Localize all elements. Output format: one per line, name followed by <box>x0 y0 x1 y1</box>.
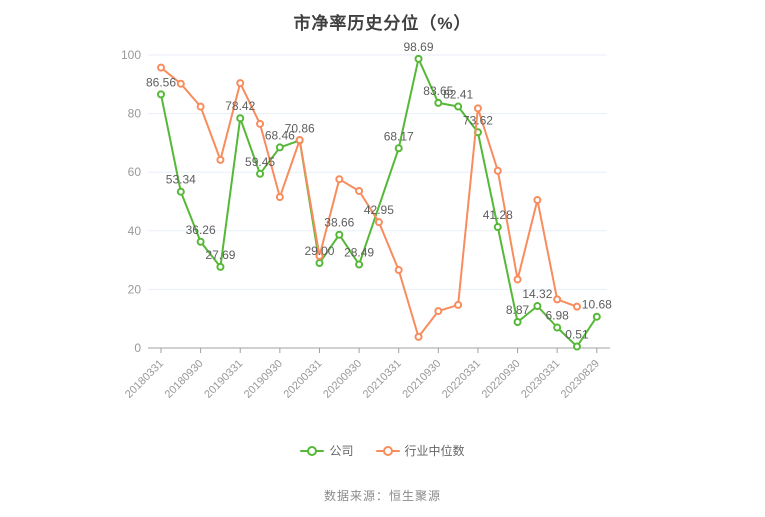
data-point-label: 98.69 <box>404 40 434 54</box>
x-axis-tick-label: 20230829 <box>559 358 602 401</box>
data-point-marker <box>196 102 205 111</box>
data-point-marker <box>196 237 205 246</box>
y-axis-tick-label: 0 <box>134 341 141 355</box>
legend-label: 公司 <box>329 444 354 458</box>
data-point-marker <box>434 98 443 107</box>
data-point-label: 14.32 <box>522 287 552 301</box>
data-point-label: 29.00 <box>304 244 334 258</box>
data-point-label: 36.26 <box>186 223 216 237</box>
data-point-marker <box>553 323 562 332</box>
data-point-label: 27.69 <box>205 248 235 262</box>
data-point-label: 28.49 <box>344 246 374 260</box>
data-point-label: 78.42 <box>225 99 255 113</box>
data-point-label: 53.34 <box>166 173 196 187</box>
data-point-label: 38.66 <box>324 216 354 230</box>
data-point-marker <box>176 79 185 88</box>
data-point-marker <box>572 342 581 351</box>
data-point-marker <box>513 275 522 284</box>
data-point-label: 41.28 <box>483 208 513 222</box>
series-line-company <box>160 57 598 348</box>
data-point-marker <box>216 155 225 164</box>
data-point-marker <box>513 318 522 327</box>
data-point-marker <box>454 102 463 111</box>
data-point-marker <box>394 144 403 153</box>
y-axis-tick-label: 60 <box>128 165 142 179</box>
x-axis-tick-label: 20190930 <box>242 358 285 401</box>
series-line-industry-median <box>160 66 578 338</box>
data-point-label: 82.41 <box>443 88 473 102</box>
legend-item-industry-median[interactable]: 行业中位数 <box>375 442 465 459</box>
data-point-marker <box>335 230 344 239</box>
data-point-marker <box>157 63 165 72</box>
data-point-marker <box>295 135 304 144</box>
data-point-label: 42.95 <box>364 203 394 217</box>
data-point-label: 0.51 <box>565 328 589 342</box>
data-point-marker <box>414 54 423 63</box>
data-source-text: 数据来源：恒生聚源 <box>323 489 441 503</box>
x-axis-tick-label: 20200331 <box>281 358 324 401</box>
legend-item-company[interactable]: 公司 <box>300 442 354 459</box>
x-axis-tick-label: 20200930 <box>321 358 364 401</box>
data-point-marker <box>216 262 225 271</box>
data-point-label: 6.98 <box>546 309 570 323</box>
data-point-label: 8.87 <box>506 303 530 317</box>
x-axis-tick-label: 20220930 <box>480 358 523 401</box>
chart-title: 市净率历史分位（%） <box>293 14 472 33</box>
data-point-marker <box>315 259 324 268</box>
data-point-marker <box>236 114 245 123</box>
x-axis-tick-label: 20180930 <box>163 358 206 401</box>
data-point-marker <box>275 193 284 202</box>
chart-legend: 公司 行业中位数 <box>0 442 765 459</box>
data-point-marker <box>414 332 423 341</box>
data-point-label: 83.65 <box>423 84 453 98</box>
data-point-marker <box>157 90 165 99</box>
data-point-marker <box>572 302 581 311</box>
data-point-marker <box>553 295 562 304</box>
data-point-marker <box>374 218 383 227</box>
data-point-marker <box>493 166 502 175</box>
legend-label: 行业中位数 <box>404 444 465 458</box>
data-point-marker <box>533 196 542 205</box>
data-point-label: 68.17 <box>384 129 414 143</box>
y-axis-tick-label: 40 <box>128 224 142 238</box>
data-point-marker <box>355 260 364 269</box>
y-axis-tick-label: 20 <box>128 282 142 296</box>
data-point-marker <box>473 104 482 113</box>
data-point-marker <box>394 266 403 275</box>
legend-line-circle-icon <box>300 445 325 456</box>
data-point-marker <box>256 119 265 128</box>
y-axis-tick-label: 80 <box>128 107 142 121</box>
data-point-label: 73.62 <box>463 113 493 127</box>
data-point-marker <box>454 300 463 309</box>
x-axis-tick-label: 20210331 <box>361 358 404 401</box>
data-point-marker <box>355 186 364 195</box>
data-point-label: 70.86 <box>285 121 315 135</box>
data-point-label: 59.45 <box>245 155 275 169</box>
data-point-label: 68.46 <box>265 128 295 142</box>
data-point-label: 10.68 <box>582 298 612 312</box>
data-point-marker <box>275 143 284 152</box>
data-point-marker <box>256 169 265 178</box>
data-point-marker <box>493 223 502 232</box>
data-point-marker <box>592 312 601 321</box>
data-point-label: 86.56 <box>146 75 176 89</box>
data-point-marker <box>315 251 324 260</box>
x-axis-tick-label: 20230331 <box>519 358 562 401</box>
x-axis-tick-label: 20210930 <box>400 358 443 401</box>
data-point-marker <box>434 307 443 316</box>
data-point-marker <box>236 79 245 88</box>
data-point-marker <box>533 302 542 311</box>
data-point-marker <box>335 175 344 184</box>
legend-line-circle-icon <box>375 445 400 456</box>
x-axis-tick-label: 20220331 <box>440 358 483 401</box>
y-axis-tick-label: 100 <box>121 48 141 62</box>
data-point-marker <box>176 187 185 196</box>
x-axis-tick-label: 20190331 <box>202 358 245 401</box>
x-axis-tick-label: 20180331 <box>123 358 166 401</box>
